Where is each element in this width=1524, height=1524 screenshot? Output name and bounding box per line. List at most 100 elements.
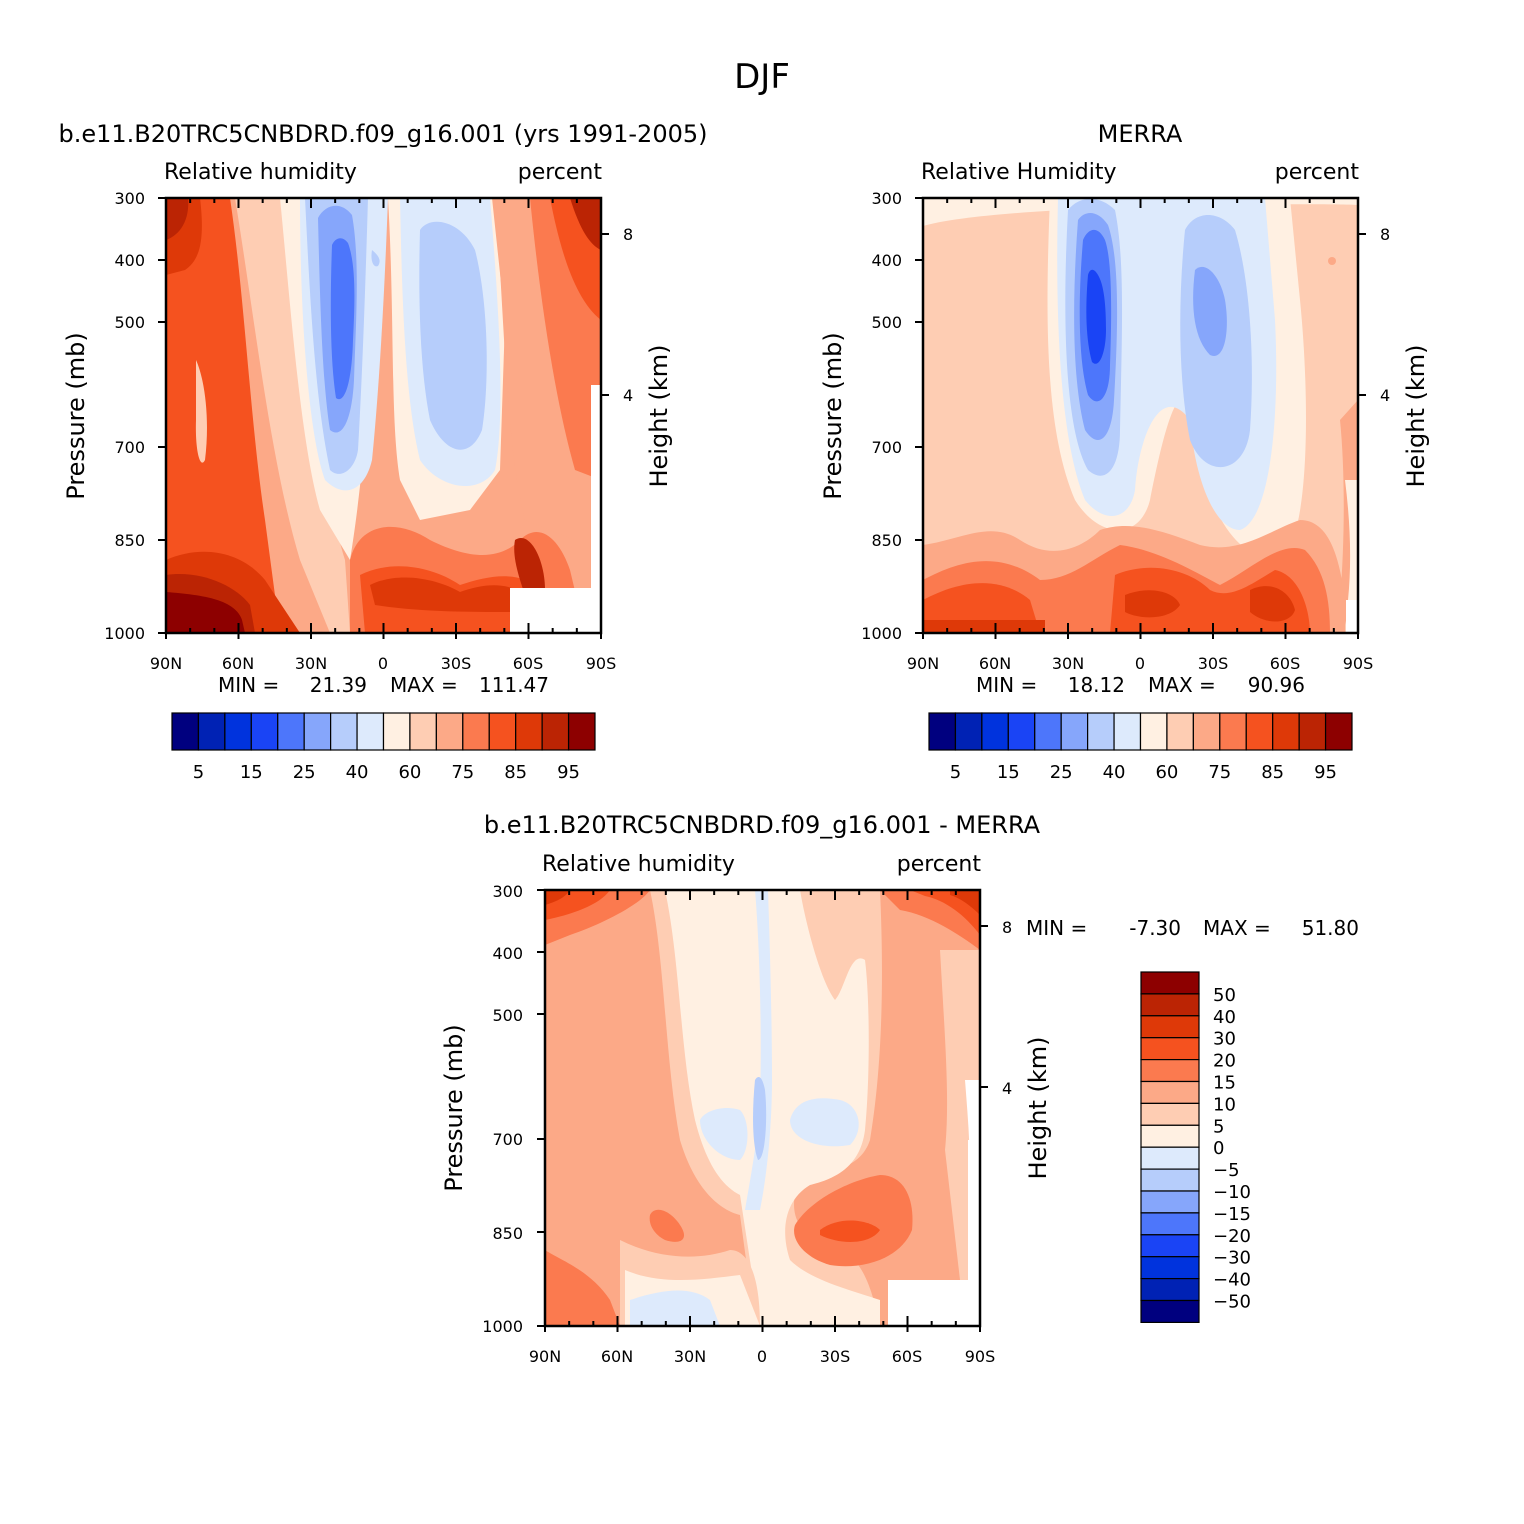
panel-obs-xtick-60n: 60N bbox=[979, 654, 1011, 673]
panel-obs-xtick-30s: 30S bbox=[1198, 654, 1229, 673]
panel-model-xtick-90n: 90N bbox=[150, 654, 182, 673]
panel-obs-min-value: 18.12 bbox=[1068, 673, 1125, 697]
panel-model-xtick-60n: 60N bbox=[222, 654, 254, 673]
panel-obs-colorbar-label: 75 bbox=[1208, 762, 1231, 783]
panel-model-ytick-300: 300 bbox=[114, 189, 145, 208]
panel-diff-colorbar-box bbox=[1140, 1234, 1200, 1258]
panel-model-colorbar-box bbox=[171, 712, 200, 751]
panel-model-ytick-1000: 1000 bbox=[104, 624, 145, 643]
panel-obs-colorbar-box bbox=[981, 712, 1009, 751]
panel-diff-colorbar-box bbox=[1140, 971, 1200, 995]
panel-diff-colorbar-box bbox=[1140, 1299, 1200, 1323]
panel-obs-colorbar: 5 15 25 40 60 75 85 95 bbox=[928, 712, 1353, 783]
panel-model-ytick-700: 700 bbox=[114, 438, 145, 457]
panel-model-min-value: 21.39 bbox=[310, 673, 367, 697]
panel-diff-max-label: MAX = bbox=[1203, 916, 1271, 940]
panel-obs: MERRA Relative Humidity percent bbox=[819, 120, 1430, 783]
panel-model-colorbar-box bbox=[409, 712, 437, 751]
panel-diff-colorbar-label: 40 bbox=[1213, 1007, 1236, 1028]
panel-obs-colorbar-label: 95 bbox=[1314, 762, 1337, 783]
panel-model-colorbar-label: 15 bbox=[240, 762, 263, 783]
panel-diff-colorbar-label: −10 bbox=[1213, 1182, 1251, 1203]
panel-diff-ytick-300: 300 bbox=[492, 882, 523, 901]
panel-obs-ytick-300: 300 bbox=[871, 189, 902, 208]
panel-obs-xtick-60s: 60S bbox=[1270, 654, 1301, 673]
panel-model-colorbar-box bbox=[303, 712, 332, 751]
panel-diff-colorbar-label: 10 bbox=[1213, 1094, 1236, 1115]
panel-obs-min-label: MIN = bbox=[976, 673, 1037, 697]
panel-obs-colorbar-box bbox=[928, 712, 957, 751]
panel-model-ylabel: Pressure (mb) bbox=[62, 332, 90, 499]
panel-diff-colorbar-label: 0 bbox=[1213, 1138, 1224, 1159]
panel-diff-ylabel: Pressure (mb) bbox=[440, 1024, 468, 1191]
panel-obs-y2tick-8: 8 bbox=[1380, 225, 1390, 244]
panel-obs-ytick-850: 850 bbox=[871, 531, 902, 550]
panel-model-colorbar-label: 60 bbox=[398, 762, 421, 783]
panel-model-colorbar-box bbox=[541, 712, 570, 751]
panel-diff-min-label: MIN = bbox=[1026, 916, 1087, 940]
panel-diff-colorbar-label: −5 bbox=[1213, 1160, 1240, 1181]
panel-model: b.e11.B20TRC5CNBDRD.f09_g16.001 (yrs 199… bbox=[59, 120, 708, 783]
panel-model-colorbar-box bbox=[462, 712, 490, 751]
panel-diff-max-value: 51.80 bbox=[1302, 916, 1359, 940]
panel-diff-colorbar-label: −30 bbox=[1213, 1248, 1251, 1269]
panel-diff-colorbar-box bbox=[1140, 1080, 1200, 1104]
panel-model-y2tick-4: 4 bbox=[623, 386, 633, 405]
panel-model-colorbar-box bbox=[515, 712, 543, 751]
panel-obs-left-label: Relative Humidity bbox=[921, 160, 1116, 185]
panel-diff-colorbar-box bbox=[1140, 1124, 1200, 1148]
panel-diff-colorbar-label: 20 bbox=[1213, 1051, 1236, 1072]
panel-diff-min-value: -7.30 bbox=[1129, 916, 1181, 940]
panel-obs-title: MERRA bbox=[1098, 120, 1183, 148]
panel-obs-colorbar-box bbox=[1139, 712, 1168, 751]
panel-diff-y2label: Height (km) bbox=[1024, 1037, 1052, 1180]
panel-model-title: b.e11.B20TRC5CNBDRD.f09_g16.001 (yrs 199… bbox=[59, 120, 708, 148]
panel-model-max-label: MAX = bbox=[390, 673, 458, 697]
panel-diff-ticks bbox=[537, 889, 988, 1332]
panel-obs-xtick-90n: 90N bbox=[907, 654, 939, 673]
panel-model-colorbar-label: 5 bbox=[193, 762, 204, 783]
panel-model-colorbar-box bbox=[277, 712, 305, 751]
panel-diff-xtick-90n: 90N bbox=[529, 1347, 561, 1366]
panel-model-colorbar-box bbox=[435, 712, 464, 751]
panel-diff-ytick-700: 700 bbox=[492, 1130, 523, 1149]
panel-model-ytick-400: 400 bbox=[114, 251, 145, 270]
panel-model-ytick-500: 500 bbox=[114, 313, 145, 332]
panel-diff-colorbar-label: 50 bbox=[1213, 985, 1236, 1006]
panel-obs-ytick-700: 700 bbox=[871, 438, 902, 457]
panel-obs-colorbar-label: 85 bbox=[1261, 762, 1284, 783]
panel-obs-colorbar-label: 15 bbox=[997, 762, 1020, 783]
panel-diff-colorbar-label: −40 bbox=[1213, 1270, 1251, 1291]
panel-model-y2tick-8: 8 bbox=[623, 225, 633, 244]
panel-model-colorbar-box bbox=[224, 712, 252, 751]
panel-model-colorbar-box bbox=[382, 712, 411, 751]
panel-obs-colorbar-box bbox=[1219, 712, 1247, 751]
panel-diff-colorbar-box bbox=[1140, 1015, 1200, 1039]
panel-obs-field bbox=[923, 198, 1358, 633]
panel-obs-colorbar-box bbox=[1113, 712, 1142, 751]
panel-obs-max-label: MAX = bbox=[1148, 673, 1216, 697]
panel-diff-colorbar-label: −15 bbox=[1213, 1204, 1251, 1225]
panel-obs-xtick-90s: 90S bbox=[1343, 654, 1374, 673]
panel-obs-colorbar-label: 40 bbox=[1103, 762, 1126, 783]
panel-diff-colorbar-label: −20 bbox=[1213, 1226, 1251, 1247]
panel-obs-colorbar-box bbox=[1324, 712, 1353, 751]
panel-model-colorbar-label: 40 bbox=[346, 762, 369, 783]
panel-diff-ytick-400: 400 bbox=[492, 944, 523, 963]
panel-model-xtick-0: 0 bbox=[378, 654, 388, 673]
panel-obs-ticks bbox=[915, 197, 1366, 639]
panel-diff-xtick-90s: 90S bbox=[965, 1347, 996, 1366]
panel-diff-right-label: percent bbox=[897, 852, 982, 877]
panel-obs-colorbar-label: 60 bbox=[1155, 762, 1178, 783]
panel-model-max-value: 111.47 bbox=[479, 673, 549, 697]
panel-obs-y2label: Height (km) bbox=[1402, 345, 1430, 488]
panel-diff-colorbar-label: −50 bbox=[1213, 1292, 1251, 1313]
panel-model-ytick-850: 850 bbox=[114, 531, 145, 550]
panel-model-xtick-30n: 30N bbox=[295, 654, 327, 673]
panel-diff-colorbar-box bbox=[1140, 1168, 1200, 1192]
panel-obs-colorbar-box bbox=[1272, 712, 1300, 751]
panel-model-colorbar: 5 15 25 40 60 75 85 95 bbox=[171, 712, 596, 783]
panel-diff-xtick-60s: 60S bbox=[892, 1347, 923, 1366]
